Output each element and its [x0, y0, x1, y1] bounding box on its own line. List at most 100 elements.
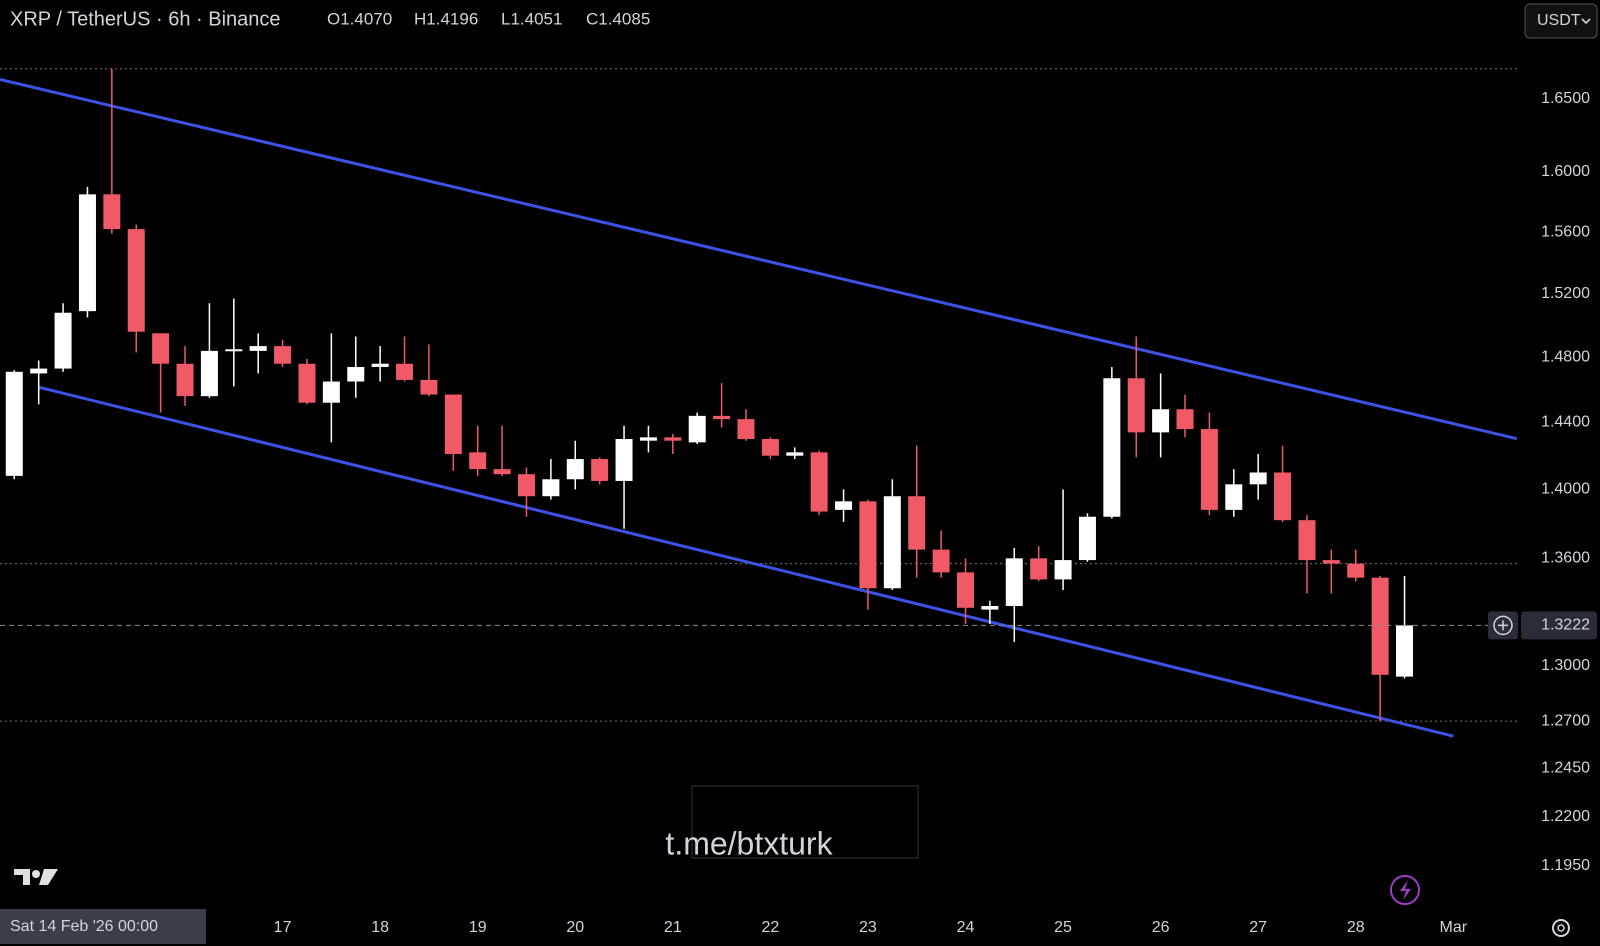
body — [517, 474, 535, 497]
body — [420, 379, 438, 395]
y-tick-label: 1.2450 — [1541, 760, 1590, 777]
body — [54, 312, 72, 369]
body — [713, 415, 731, 420]
body — [786, 452, 804, 456]
candle — [1103, 366, 1121, 519]
candle — [688, 412, 706, 445]
candle — [469, 425, 487, 476]
currency-label[interactable]: USDT — [1537, 12, 1581, 29]
y-tick-label: 1.6500 — [1541, 90, 1590, 107]
logo-part — [39, 869, 58, 885]
icon-gear[interactable] — [1552, 919, 1570, 937]
body — [225, 349, 243, 352]
candle — [835, 489, 853, 522]
icon-plus-cross — [1498, 620, 1508, 631]
currency-button[interactable] — [1524, 3, 1598, 39]
body — [639, 437, 657, 441]
body — [200, 350, 218, 397]
candle — [1347, 549, 1365, 582]
candle — [981, 600, 999, 624]
candle — [957, 558, 975, 624]
body — [957, 572, 975, 608]
body — [5, 371, 23, 476]
body — [444, 394, 462, 455]
body — [274, 346, 292, 364]
candle — [1200, 412, 1218, 516]
add-alert-button[interactable] — [1488, 611, 1518, 640]
x-tick-label: 22 — [761, 919, 779, 936]
x-tick-label: 18 — [371, 919, 389, 936]
y-tick-label: 1.4400 — [1541, 414, 1590, 431]
crosshair-label-box — [0, 909, 206, 944]
body — [591, 459, 609, 481]
chevron — [1581, 18, 1591, 25]
icon-gear-core[interactable] — [1557, 924, 1565, 932]
body — [298, 363, 316, 403]
candle — [591, 457, 609, 485]
candle — [932, 530, 950, 578]
ohlc-value: O1.4070 — [327, 9, 392, 28]
candle — [444, 394, 462, 471]
candle — [1396, 575, 1414, 679]
body — [1322, 560, 1340, 564]
x-tick-label: Mar — [1440, 919, 1468, 936]
candle — [322, 333, 340, 443]
candle — [908, 445, 926, 578]
candle — [883, 479, 901, 591]
candle — [176, 346, 194, 406]
candle — [103, 68, 121, 234]
candle — [1127, 336, 1145, 458]
body — [1078, 516, 1096, 561]
settings-button[interactable] — [1552, 919, 1570, 937]
body — [347, 366, 365, 382]
body — [1298, 520, 1316, 561]
body — [883, 496, 901, 589]
candle — [298, 358, 316, 405]
chart-title: XRP / TetherUS · 6h · Binance — [10, 8, 281, 30]
candle — [810, 450, 828, 516]
body — [761, 439, 779, 456]
candle — [152, 333, 170, 413]
candle — [5, 370, 23, 480]
x-tick-label: 24 — [957, 919, 975, 936]
watermark-box — [691, 785, 919, 859]
body — [322, 381, 340, 403]
candle — [371, 346, 389, 382]
body — [908, 496, 926, 550]
trend-line — [38, 385, 1454, 738]
x-tick-label: 17 — [274, 919, 292, 936]
y-tick-label: 1.3000 — [1541, 657, 1590, 674]
x-tick-label: 28 — [1347, 919, 1365, 936]
candle — [713, 383, 731, 428]
body — [249, 346, 267, 351]
y-tick-label: 1.6000 — [1541, 163, 1590, 180]
icon-plus — [1493, 615, 1513, 636]
body — [1103, 378, 1121, 517]
candle — [1030, 546, 1048, 582]
body — [1274, 472, 1292, 521]
candle — [639, 425, 657, 453]
body — [1176, 409, 1194, 430]
y-tick-label: 1.1950 — [1541, 857, 1590, 874]
crosshair-label: Sat 14 Feb '26 00:00 — [10, 918, 158, 935]
x-tick-label: 26 — [1152, 919, 1170, 936]
icon-ring[interactable] — [1390, 875, 1420, 905]
candle — [1005, 547, 1023, 642]
body — [688, 415, 706, 443]
body — [176, 363, 194, 397]
y-tick-label: 1.2200 — [1541, 808, 1590, 825]
y-tick-label: 1.4000 — [1541, 481, 1590, 498]
body — [78, 194, 96, 312]
candle — [1298, 515, 1316, 594]
icon-bolt[interactable] — [1400, 880, 1411, 900]
price-tag: 1.3222 — [1541, 617, 1590, 634]
body — [30, 368, 48, 374]
body — [566, 459, 584, 480]
lightning-button[interactable] — [1390, 875, 1420, 905]
candle — [761, 437, 779, 460]
body — [493, 469, 511, 475]
y-tick-label: 1.5600 — [1541, 223, 1590, 240]
candle — [127, 224, 145, 353]
